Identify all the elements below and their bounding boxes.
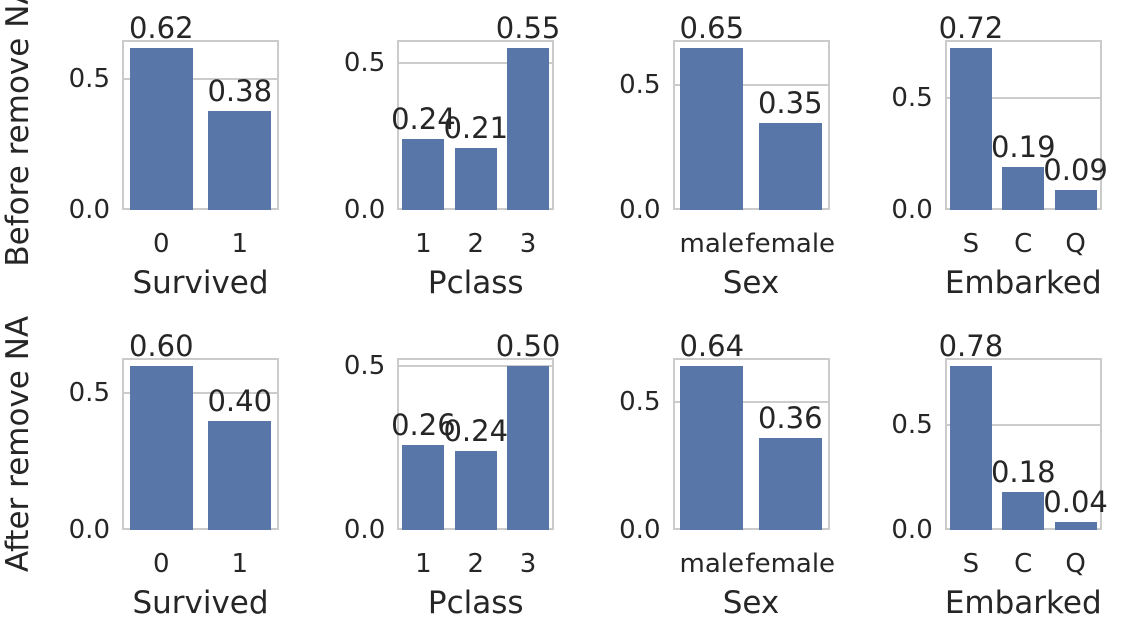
y-tick-label: 0.5 bbox=[68, 64, 110, 95]
grid-line bbox=[944, 96, 1102, 99]
bar-value-label: 0.35 bbox=[757, 85, 823, 120]
bar-value-label: 0.38 bbox=[207, 73, 273, 108]
bar-sex-female bbox=[758, 437, 822, 530]
x-tick-label: 1 bbox=[415, 229, 432, 259]
bar-value-label: 0.50 bbox=[495, 329, 561, 364]
y-tick-label: 0.5 bbox=[343, 47, 386, 78]
bar-embarked-S bbox=[949, 366, 992, 530]
x-tick-label: female bbox=[745, 229, 836, 259]
bar-sex-female bbox=[758, 122, 822, 210]
x-tick-label: 3 bbox=[519, 229, 537, 259]
bar-value-label: 0.72 bbox=[938, 11, 1004, 46]
x-tick-label: S bbox=[962, 229, 980, 259]
y-tick-label: 0.0 bbox=[891, 515, 933, 545]
y-tick-label: 0.0 bbox=[343, 515, 386, 545]
x-tick-label: C bbox=[1014, 549, 1033, 579]
bar-value-label: 0.21 bbox=[443, 111, 509, 146]
grid-line bbox=[672, 84, 830, 87]
grid-line bbox=[672, 401, 830, 404]
bar-embarked-S bbox=[949, 48, 992, 210]
bar-value-label: 0.65 bbox=[679, 11, 745, 46]
bar-pclass-1 bbox=[402, 444, 445, 530]
bar-value-label: 0.19 bbox=[990, 130, 1056, 165]
y-tick-label: 0.5 bbox=[891, 82, 933, 113]
plot-frame-sex bbox=[672, 358, 830, 530]
bar-embarked-Q bbox=[1054, 189, 1097, 210]
y-tick-label: 0.5 bbox=[891, 409, 933, 440]
grid-line bbox=[397, 365, 555, 368]
plot-frame-survived bbox=[122, 40, 279, 210]
bar-value-label: 0.24 bbox=[391, 102, 456, 137]
x-tick-label: 0 bbox=[152, 549, 170, 579]
plot-frame-sex bbox=[672, 40, 830, 210]
y-tick-label: 0.5 bbox=[619, 387, 661, 418]
bar-survived-1 bbox=[208, 110, 272, 210]
grid-line bbox=[122, 392, 279, 395]
grid-line bbox=[944, 423, 1102, 426]
x-tick-label: 0 bbox=[152, 229, 170, 259]
y-tick-label: 0.5 bbox=[343, 351, 386, 382]
x-axis-label: Embarked bbox=[944, 265, 1102, 301]
x-tick-label: C bbox=[1014, 229, 1033, 259]
bar-value-label: 0.60 bbox=[128, 329, 194, 364]
x-tick-label: male bbox=[679, 549, 744, 579]
y-tick-label: 0.0 bbox=[891, 195, 933, 225]
x-axis-label: Pclass bbox=[427, 265, 524, 301]
x-axis-label: Embarked bbox=[944, 585, 1102, 621]
y-tick-label: 0.0 bbox=[619, 195, 661, 225]
bar-value-label: 0.78 bbox=[938, 329, 1004, 364]
y-tick-label: 0.5 bbox=[619, 70, 661, 101]
x-tick-label: Q bbox=[1065, 549, 1086, 579]
bar-embarked-C bbox=[1002, 492, 1045, 530]
bar-pclass-3 bbox=[507, 48, 549, 210]
bar-survived-1 bbox=[208, 420, 272, 530]
x-tick-label: 2 bbox=[467, 549, 485, 579]
bar-value-label: 0.26 bbox=[391, 407, 456, 442]
y-tick-label: 0.0 bbox=[619, 515, 661, 545]
x-tick-label: 3 bbox=[519, 549, 537, 579]
bar-value-label: 0.55 bbox=[495, 11, 561, 46]
bar-survived-0 bbox=[129, 48, 193, 210]
bar-value-label: 0.04 bbox=[1043, 484, 1108, 519]
x-axis-label: Sex bbox=[722, 585, 780, 621]
x-tick-label: Q bbox=[1065, 229, 1086, 259]
y-axis-label: After remove NA bbox=[0, 315, 36, 573]
bar-embarked-Q bbox=[1054, 521, 1097, 530]
bar-embarked-C bbox=[1002, 167, 1045, 210]
bar-value-label: 0.24 bbox=[443, 414, 509, 449]
x-axis-label: Survived bbox=[132, 265, 269, 301]
x-tick-label: 1 bbox=[231, 229, 249, 259]
y-tick-label: 0.5 bbox=[68, 378, 110, 409]
bar-value-label: 0.18 bbox=[990, 455, 1056, 490]
y-tick-label: 0.0 bbox=[343, 195, 386, 225]
grid-line bbox=[122, 78, 279, 81]
x-axis-label: Sex bbox=[722, 265, 780, 301]
y-tick-label: 0.0 bbox=[68, 195, 110, 225]
x-tick-label: S bbox=[962, 549, 980, 579]
bar-sex-male bbox=[680, 366, 744, 530]
bar-value-label: 0.62 bbox=[128, 11, 194, 46]
bar-pclass-2 bbox=[454, 148, 497, 210]
bar-sex-male bbox=[680, 48, 744, 210]
x-tick-label: 1 bbox=[231, 549, 249, 579]
bar-pclass-3 bbox=[507, 366, 549, 530]
x-tick-label: female bbox=[745, 549, 836, 579]
bar-value-label: 0.40 bbox=[207, 383, 273, 418]
bar-value-label: 0.64 bbox=[679, 329, 745, 364]
x-tick-label: male bbox=[679, 229, 744, 259]
grid-line bbox=[397, 61, 555, 64]
plot-frame-survived bbox=[122, 358, 279, 530]
bar-pclass-2 bbox=[454, 451, 497, 530]
bar-survived-0 bbox=[129, 366, 193, 530]
x-tick-label: 1 bbox=[415, 549, 432, 579]
x-tick-label: 2 bbox=[467, 229, 485, 259]
x-axis-label: Pclass bbox=[427, 585, 524, 621]
bar-pclass-1 bbox=[402, 139, 445, 210]
y-tick-label: 0.0 bbox=[68, 515, 110, 545]
bar-value-label: 0.09 bbox=[1043, 152, 1108, 187]
x-axis-label: Survived bbox=[132, 585, 269, 621]
bar-value-label: 0.36 bbox=[757, 400, 823, 435]
